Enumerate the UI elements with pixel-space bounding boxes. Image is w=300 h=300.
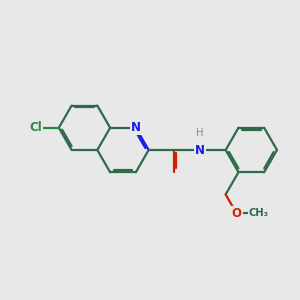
Text: CH₃: CH₃ (248, 208, 268, 218)
Text: Cl: Cl (29, 121, 42, 134)
Text: N: N (131, 121, 141, 134)
Text: N: N (195, 143, 205, 157)
Text: O: O (232, 207, 242, 220)
Text: H: H (196, 128, 204, 138)
